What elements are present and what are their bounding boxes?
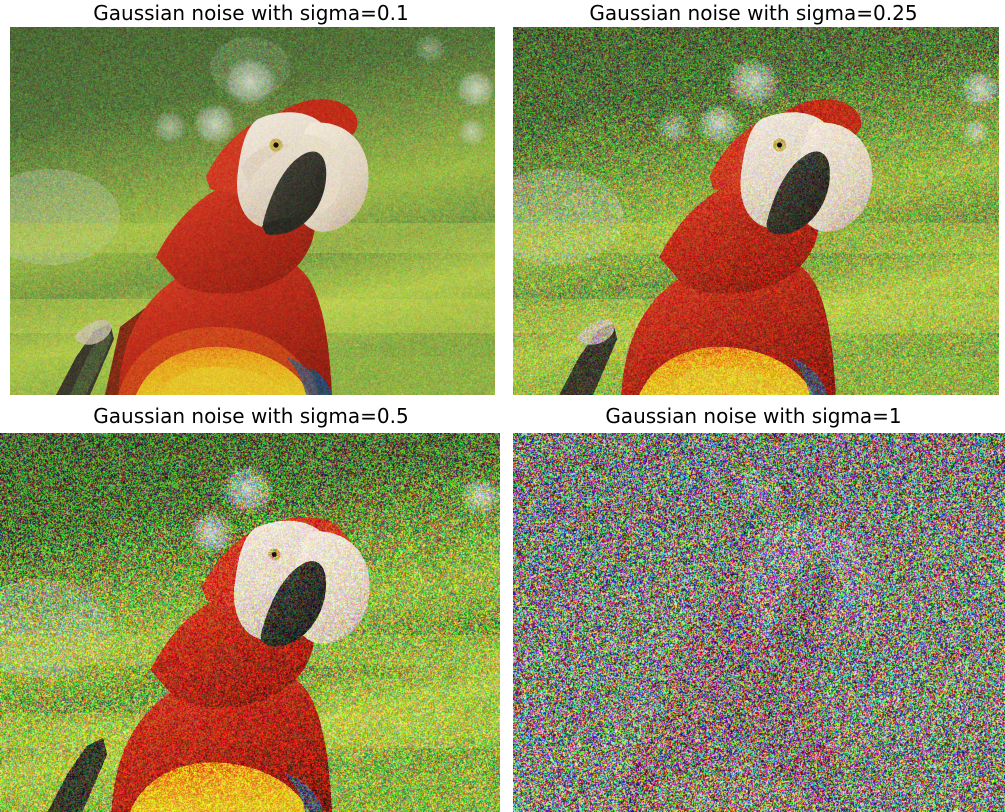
panel-sigma-0-5: Gaussian noise with sigma=0.5	[0, 403, 502, 812]
panel-sigma-1: Gaussian noise with sigma=1	[502, 403, 1005, 812]
gaussian-noise-layer	[513, 433, 1005, 812]
gaussian-noise-layer	[10, 27, 495, 395]
panel-title: Gaussian noise with sigma=0.1	[93, 1, 409, 25]
noisy-parrot-image-sigma-0-5	[0, 433, 500, 812]
noisy-parrot-image-sigma-0-25	[513, 27, 999, 395]
panel-sigma-0-1: Gaussian noise with sigma=0.1	[0, 0, 502, 399]
panel-sigma-0-25: Gaussian noise with sigma=0.25	[502, 0, 1005, 399]
panel-title: Gaussian noise with sigma=0.25	[589, 1, 918, 25]
panel-title: Gaussian noise with sigma=1	[605, 404, 902, 428]
gaussian-noise-layer	[513, 27, 999, 395]
gaussian-noise-layer	[0, 433, 500, 812]
panel-title: Gaussian noise with sigma=0.5	[93, 404, 409, 428]
noisy-parrot-image-sigma-0-1	[10, 27, 495, 395]
noisy-parrot-image-sigma-1	[513, 433, 1005, 812]
